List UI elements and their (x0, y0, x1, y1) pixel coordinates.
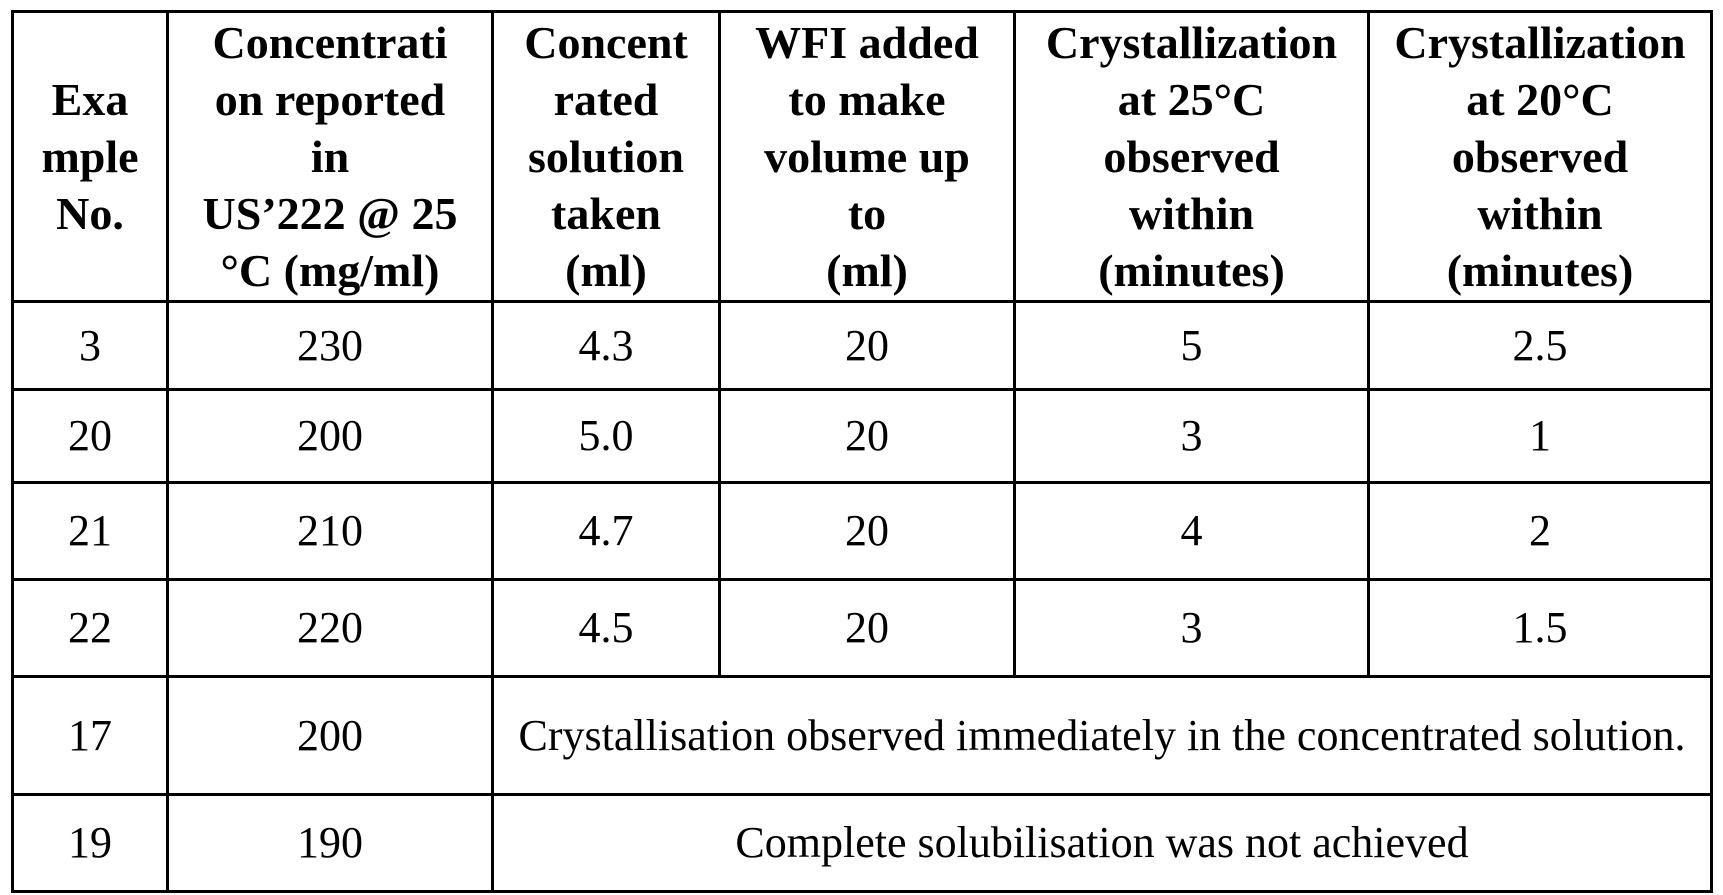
header-concentration: Concentrati on reported in US’222 @ 25 °… (168, 12, 493, 302)
cell-note: Complete solubilisation was not achieved (493, 795, 1712, 892)
cell-solution-taken: 4.5 (493, 580, 720, 677)
cell-concentration: 230 (168, 302, 493, 390)
table-row: 17 200 Crystallisation observed immediat… (13, 677, 1712, 795)
table-row: 22 220 4.5 20 3 1.5 (13, 580, 1712, 677)
cell-example: 20 (13, 390, 168, 483)
cell-concentration: 200 (168, 390, 493, 483)
cell-crystallization-25c: 3 (1015, 390, 1369, 483)
table-row: 20 200 5.0 20 3 1 (13, 390, 1712, 483)
table-row: 3 230 4.3 20 5 2.5 (13, 302, 1712, 390)
header-wfi-added: WFI added to make volume up to (ml) (720, 12, 1015, 302)
cell-crystallization-20c: 2 (1369, 483, 1712, 580)
cell-crystallization-25c: 4 (1015, 483, 1369, 580)
cell-example: 21 (13, 483, 168, 580)
table-header-row: Exa mple No. Concentrati on reported in … (13, 12, 1712, 302)
cell-crystallization-20c: 2.5 (1369, 302, 1712, 390)
cell-solution-taken: 5.0 (493, 390, 720, 483)
header-crystallization-20c: Crystallization at 20°C observed within … (1369, 12, 1712, 302)
cell-note: Crystallisation observed immediately in … (493, 677, 1712, 795)
header-solution-taken: Concent rated solution taken (ml) (493, 12, 720, 302)
cell-wfi-added: 20 (720, 302, 1015, 390)
cell-example: 19 (13, 795, 168, 892)
cell-crystallization-20c: 1.5 (1369, 580, 1712, 677)
cell-crystallization-25c: 5 (1015, 302, 1369, 390)
cell-wfi-added: 20 (720, 390, 1015, 483)
cell-concentration: 220 (168, 580, 493, 677)
header-example-no: Exa mple No. (13, 12, 168, 302)
cell-example: 22 (13, 580, 168, 677)
table-row: 19 190 Complete solubilisation was not a… (13, 795, 1712, 892)
cell-wfi-added: 20 (720, 483, 1015, 580)
cell-crystallization-20c: 1 (1369, 390, 1712, 483)
cell-solution-taken: 4.7 (493, 483, 720, 580)
cell-concentration: 210 (168, 483, 493, 580)
table-row: 21 210 4.7 20 4 2 (13, 483, 1712, 580)
cell-wfi-added: 20 (720, 580, 1015, 677)
cell-concentration: 190 (168, 795, 493, 892)
cell-example: 3 (13, 302, 168, 390)
cell-example: 17 (13, 677, 168, 795)
cell-crystallization-25c: 3 (1015, 580, 1369, 677)
cell-solution-taken: 4.3 (493, 302, 720, 390)
crystallization-table: Exa mple No. Concentrati on reported in … (11, 10, 1713, 893)
cell-concentration: 200 (168, 677, 493, 795)
header-crystallization-25c: Crystallization at 25°C observed within … (1015, 12, 1369, 302)
